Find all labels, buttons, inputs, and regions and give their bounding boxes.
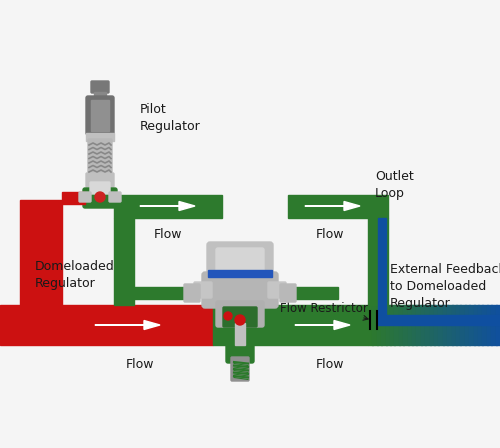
Bar (403, 305, 408, 345)
FancyBboxPatch shape (280, 284, 296, 302)
Bar (438, 305, 444, 345)
Bar (456, 305, 462, 345)
Bar (372, 305, 378, 345)
Bar (487, 305, 492, 345)
Bar (496, 305, 500, 345)
Text: Pilot
Regulator: Pilot Regulator (140, 103, 201, 133)
Text: Flow: Flow (154, 228, 182, 241)
FancyArrow shape (295, 320, 350, 329)
Circle shape (95, 192, 105, 202)
Bar (443, 305, 448, 345)
FancyBboxPatch shape (83, 188, 117, 208)
Bar (491, 305, 496, 345)
Bar (430, 305, 435, 345)
FancyArrow shape (305, 202, 360, 211)
Text: Outlet
Loop: Outlet Loop (375, 170, 414, 200)
Bar (474, 305, 479, 345)
Text: External Feedback
to Domeloaded
Regulator: External Feedback to Domeloaded Regulato… (390, 263, 500, 310)
Bar (465, 305, 470, 345)
Bar (368, 218, 388, 305)
Bar (86, 133, 114, 141)
Bar (378, 218, 386, 315)
Bar (235, 323, 245, 345)
FancyBboxPatch shape (216, 248, 264, 272)
Bar (452, 305, 457, 345)
Bar (91, 100, 109, 131)
FancyBboxPatch shape (88, 139, 112, 176)
Bar (399, 305, 404, 345)
Bar (0, 305, 213, 345)
FancyBboxPatch shape (91, 81, 109, 93)
Bar (447, 305, 452, 345)
Bar (114, 218, 134, 305)
FancyBboxPatch shape (90, 182, 110, 194)
Bar (378, 315, 500, 325)
Circle shape (235, 315, 245, 325)
FancyBboxPatch shape (216, 301, 264, 327)
Bar (434, 305, 440, 345)
Bar (114, 195, 222, 218)
FancyBboxPatch shape (223, 307, 257, 327)
Bar (62, 192, 85, 204)
FancyBboxPatch shape (194, 282, 212, 298)
FancyBboxPatch shape (109, 192, 121, 202)
Bar (94, 92, 106, 100)
FancyBboxPatch shape (202, 272, 278, 308)
Bar (377, 305, 382, 345)
Bar (368, 305, 374, 345)
FancyBboxPatch shape (79, 192, 91, 202)
Bar (134, 287, 196, 299)
Bar (478, 305, 484, 345)
Circle shape (224, 312, 232, 320)
Bar (394, 305, 400, 345)
FancyBboxPatch shape (226, 341, 254, 363)
Bar (412, 305, 418, 345)
Bar (469, 305, 474, 345)
FancyArrow shape (140, 202, 195, 211)
FancyBboxPatch shape (184, 284, 200, 302)
Bar (208, 270, 272, 277)
FancyBboxPatch shape (268, 282, 286, 298)
Bar (288, 195, 388, 218)
Bar (416, 305, 422, 345)
Bar (381, 305, 386, 345)
FancyBboxPatch shape (207, 242, 273, 276)
Text: Flow Restrictor: Flow Restrictor (280, 302, 368, 320)
Bar (390, 305, 396, 345)
Bar (425, 305, 430, 345)
Bar (460, 305, 466, 345)
Text: Flow: Flow (316, 228, 344, 241)
Bar (482, 305, 488, 345)
FancyBboxPatch shape (231, 357, 249, 381)
Bar (386, 305, 391, 345)
Bar (408, 305, 413, 345)
Bar (20, 200, 62, 305)
FancyArrow shape (95, 320, 160, 329)
FancyBboxPatch shape (86, 173, 114, 187)
Text: Domeloaded
Regulator: Domeloaded Regulator (35, 260, 115, 290)
Bar (284, 287, 338, 299)
Bar (421, 305, 426, 345)
Text: Flow: Flow (126, 358, 154, 371)
Bar (213, 305, 368, 345)
FancyBboxPatch shape (86, 96, 114, 135)
Text: Flow: Flow (316, 358, 344, 371)
